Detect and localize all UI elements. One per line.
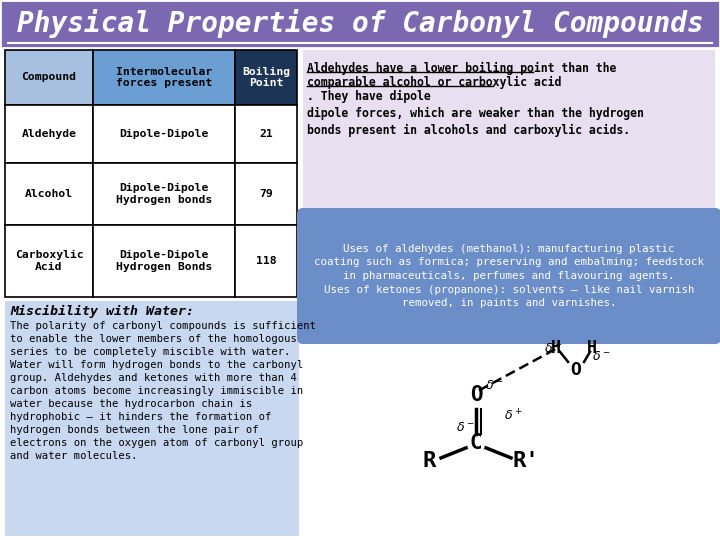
Text: Dipole-Dipole
Hydrogen Bonds: Dipole-Dipole Hydrogen Bonds [116,250,212,272]
Bar [303,50,715,211]
Text: Alcohol: Alcohol [25,189,73,199]
Bar [235,163,297,225]
Text: 79: 79 [259,189,273,199]
Text: R: R [423,451,436,471]
Text: Aldehydes have a lower boiling point than the: Aldehydes have a lower boiling point tha… [307,62,616,75]
Bar [5,50,93,105]
Text: $\delta^+$: $\delta^+$ [504,409,523,424]
Bar [235,50,297,105]
Text: Dipole-Dipole: Dipole-Dipole [120,129,209,139]
Text: Carboxylic
Acid: Carboxylic Acid [14,250,84,272]
Bar [93,225,235,297]
Text: H: H [551,339,561,357]
Text: O: O [469,385,482,405]
Text: Intermolecular
forces present: Intermolecular forces present [116,67,212,89]
Bar [5,301,299,536]
Bar [93,50,235,105]
Text: Uses of aldehydes (methanol): manufacturing plastic
coating such as formica; pre: Uses of aldehydes (methanol): manufactur… [314,244,704,308]
Bar [303,342,715,536]
Text: comparable alcohol or carboxylic acid: comparable alcohol or carboxylic acid [307,76,562,89]
Bar [5,225,93,297]
Text: $\delta^-$: $\delta^-$ [592,350,611,363]
Bar [93,105,235,163]
Text: H: H [587,339,597,357]
Text: . They have dipole
dipole forces, which are weaker than the hydrogen
bonds prese: . They have dipole dipole forces, which … [307,90,644,137]
FancyBboxPatch shape [297,208,720,344]
Text: C: C [469,433,482,453]
Text: Dipole-Dipole
Hydrogen bonds: Dipole-Dipole Hydrogen bonds [116,183,212,205]
Text: Miscibility with Water:: Miscibility with Water: [10,305,194,318]
Text: The polarity of carbonyl compounds is sufficient
to enable the lower members of : The polarity of carbonyl compounds is su… [10,321,316,461]
Text: Boiling
Point: Boiling Point [242,66,290,89]
Text: Physical Properties of Carbonyl Compounds: Physical Properties of Carbonyl Compound… [17,10,703,38]
Text: R': R' [513,451,539,471]
Text: $\delta^-$: $\delta^-$ [485,380,503,393]
Text: $\delta^+$: $\delta^+$ [544,342,562,357]
Text: O: O [571,361,582,379]
Text: $\delta^-$: $\delta^-$ [456,421,474,434]
Text: 118: 118 [256,256,276,266]
Text: Compound: Compound [22,72,76,83]
Bar [5,163,93,225]
Bar [235,105,297,163]
Bar [5,105,93,163]
Bar [93,163,235,225]
Bar [235,225,297,297]
Text: Aldehyde: Aldehyde [22,129,76,139]
Text: 21: 21 [259,129,273,139]
Bar [0,0,720,48]
